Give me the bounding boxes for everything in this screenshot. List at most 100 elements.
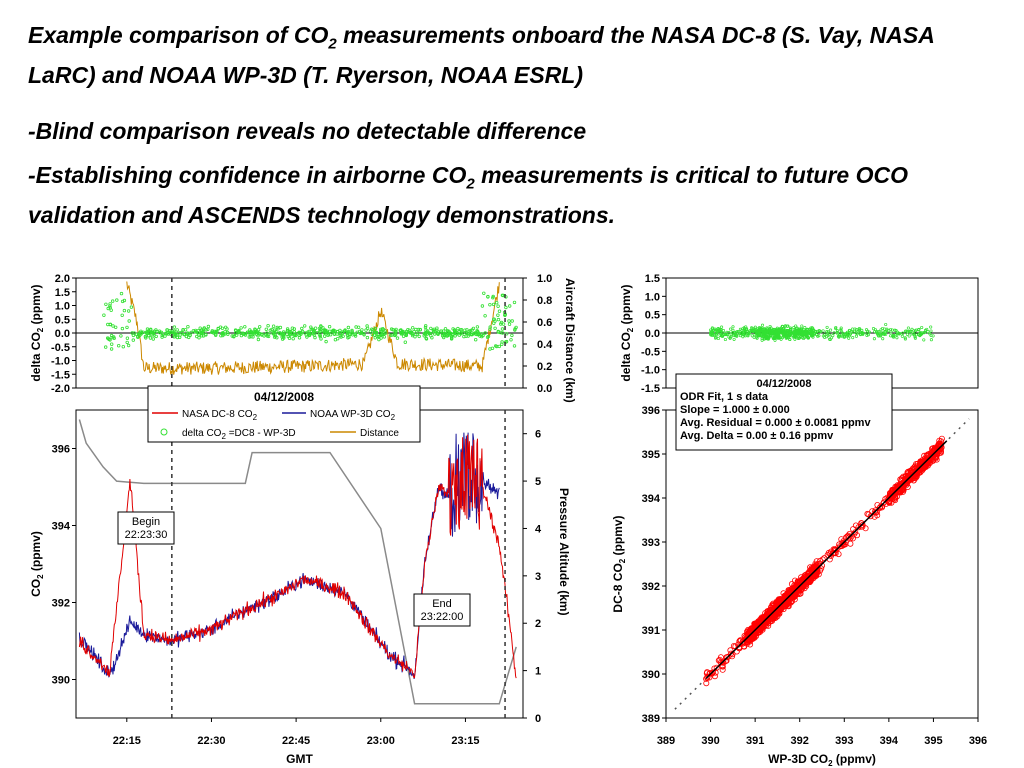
residual-point: [765, 329, 769, 333]
delta-point: [266, 334, 271, 339]
delta-point: [497, 309, 502, 313]
correlation-point: [886, 499, 893, 506]
delta-point: [280, 337, 285, 341]
delta-point: [223, 325, 228, 329]
delta-point: [294, 333, 298, 338]
delta-point: [120, 299, 125, 304]
delta-point: [354, 325, 358, 329]
delta-point: [285, 332, 289, 336]
delta-point: [151, 331, 155, 335]
delta-point: [267, 332, 271, 336]
fit-legend-line: Avg. Residual = 0.000 ± 0.0081 ppmv: [680, 417, 871, 429]
correlation-point: [812, 560, 819, 567]
residual-point: [715, 332, 719, 336]
delta-point: [417, 334, 421, 339]
delta-point: [483, 314, 487, 318]
residual-point: [723, 337, 727, 342]
residual-point: [788, 333, 792, 337]
residual-point: [907, 329, 911, 333]
delta-point: [219, 334, 223, 338]
residual-point: [738, 327, 742, 331]
delta-point: [481, 333, 485, 338]
x-tick-label: 392: [791, 735, 809, 747]
delta-point: [281, 330, 286, 334]
residual-point: [887, 329, 891, 333]
delta-point: [169, 330, 173, 334]
residual-point: [803, 326, 807, 330]
delta-point: [144, 331, 149, 335]
delta-point: [323, 331, 327, 335]
delta-point: [509, 338, 513, 342]
delta-point: [287, 336, 292, 340]
delta-point: [243, 325, 247, 329]
correlation-point: [746, 627, 753, 634]
delta-point: [507, 322, 512, 326]
residual-point: [860, 328, 864, 332]
y2-tick-label: 0.0: [537, 383, 552, 395]
delta-point: [196, 329, 200, 333]
residual-point: [746, 334, 750, 338]
y-tick-label: 0.5: [645, 310, 660, 322]
delta-point: [448, 333, 452, 337]
correlation-point: [892, 497, 899, 504]
residual-point: [754, 335, 758, 339]
delta-point: [139, 332, 143, 336]
delta-panel: 2.01.51.00.50.0-0.5-1.0-1.5-2.01.00.80.6…: [29, 273, 577, 403]
delta-point: [145, 327, 150, 331]
residual-point: [839, 328, 843, 332]
residual-point: [757, 328, 761, 332]
y2-tick-label: 2: [535, 618, 541, 630]
delta-point: [256, 334, 260, 338]
delta-point: [186, 325, 190, 329]
x-tick-label: 391: [746, 735, 764, 747]
residual-point: [847, 336, 851, 340]
y-tick-label: -1.5: [641, 383, 660, 395]
delta-point: [120, 326, 125, 331]
delta-point: [165, 331, 170, 335]
correlation-point: [715, 657, 722, 664]
residual-point: [920, 332, 924, 336]
delta-point: [274, 329, 278, 334]
delta-point: [275, 325, 279, 330]
delta-point: [189, 330, 193, 335]
delta-point: [408, 328, 412, 332]
residual-point: [825, 335, 829, 339]
delta-point: [313, 326, 318, 330]
residual-point: [709, 333, 713, 337]
delta-point: [272, 335, 277, 339]
delta-point: [456, 326, 460, 331]
correlation-point: [890, 490, 897, 497]
delta-point: [373, 326, 378, 331]
delta-point: [193, 330, 197, 334]
delta-point: [343, 328, 347, 332]
delta-point: [476, 332, 480, 337]
delta-point: [291, 337, 295, 341]
y-tick-label: 391: [642, 625, 660, 637]
residual-point: [922, 331, 926, 335]
y-tick-label: 396: [642, 405, 660, 417]
correlation-point: [805, 579, 812, 586]
residual-point: [918, 331, 922, 335]
correlation-x-label: WP-3D CO2 (ppmv): [768, 752, 876, 768]
delta-point: [309, 327, 314, 331]
x-tick-label: 396: [969, 735, 987, 747]
residual-point: [903, 337, 907, 341]
legend-delta: delta CO2 =DC8 - WP-3D: [182, 428, 296, 441]
delta-point: [470, 328, 474, 332]
delta-point: [496, 330, 501, 334]
residual-point: [861, 332, 865, 336]
delta-point: [108, 305, 112, 310]
residual-point: [855, 328, 859, 332]
residual-point: [889, 330, 893, 334]
correlation-point: [904, 476, 911, 483]
residual-point: [875, 330, 879, 334]
begin-time-label: 22:23:30: [125, 529, 168, 541]
residual-point: [901, 331, 905, 335]
residual-point: [777, 331, 781, 335]
residual-point: [832, 331, 836, 335]
y-tick-label: -1.5: [51, 369, 70, 381]
residual-point: [906, 326, 910, 330]
y-tick-label: 0.0: [55, 328, 70, 340]
correlation-points: [703, 435, 945, 687]
correlation-point: [811, 572, 818, 579]
